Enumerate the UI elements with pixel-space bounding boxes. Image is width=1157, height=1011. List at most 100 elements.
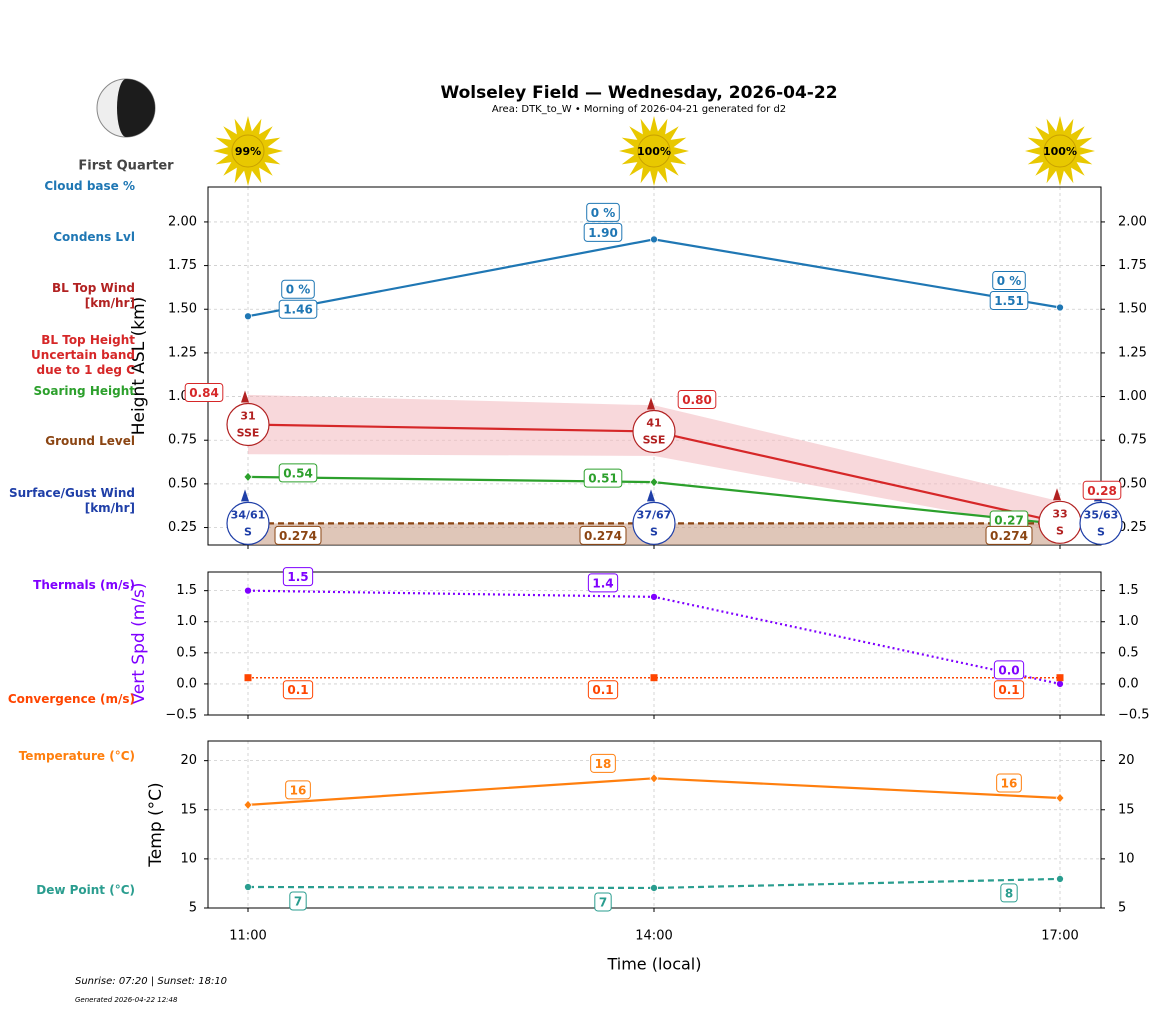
wind-circle bbox=[226, 501, 270, 545]
wind-speed: 33 bbox=[1052, 507, 1067, 520]
wind-arrow bbox=[647, 397, 655, 410]
y-tick-label: 1.75 bbox=[168, 258, 197, 273]
value-label: 0 % bbox=[286, 283, 311, 297]
value-label: 0 % bbox=[992, 270, 1026, 290]
value-label: 18 bbox=[590, 753, 616, 773]
value-label-box bbox=[285, 780, 311, 800]
y2-tick-label: 0.0 bbox=[1118, 676, 1139, 691]
generated: Generated 2026-04-22 12:48 bbox=[75, 996, 178, 1004]
point bbox=[649, 773, 659, 784]
value-label: 0.274 bbox=[579, 525, 627, 545]
wind-direction: S bbox=[1097, 525, 1105, 538]
point bbox=[650, 674, 658, 682]
value-label-box bbox=[996, 773, 1022, 793]
value-label: 1.51 bbox=[989, 290, 1029, 310]
value-label-box bbox=[583, 222, 623, 242]
line bbox=[247, 877, 1061, 890]
value-label: 1.4 bbox=[592, 576, 613, 590]
legend-label: Thermals (m/s) bbox=[33, 578, 135, 592]
legend-label: Soaring Height bbox=[33, 384, 136, 398]
value-label-box bbox=[1000, 883, 1018, 903]
value-label: 0.28 bbox=[1087, 484, 1117, 498]
value-label: 0 % bbox=[591, 206, 616, 220]
y-tick-label: 0.75 bbox=[168, 433, 197, 448]
y-tick-label: 2.00 bbox=[168, 214, 197, 229]
value-label: 0.1 bbox=[587, 680, 619, 700]
value-label: 0.274 bbox=[985, 525, 1033, 545]
y2-tick-label: 0.75 bbox=[1118, 433, 1147, 448]
value-label-box bbox=[587, 680, 619, 700]
value-label: 0.1 bbox=[998, 683, 1019, 697]
value-label: 16 bbox=[285, 780, 311, 800]
y-axis-title: Height ASL (km) bbox=[129, 297, 149, 436]
value-label-box bbox=[586, 202, 620, 222]
value-label: 7 bbox=[594, 892, 612, 912]
value-label: 0.1 bbox=[993, 680, 1025, 700]
legend-label: Ground Level bbox=[45, 434, 135, 448]
value-label: 0 % bbox=[281, 279, 315, 299]
value-label: 7 bbox=[289, 891, 307, 911]
point bbox=[1055, 792, 1065, 804]
value-label: 0.0 bbox=[993, 660, 1025, 680]
sun bbox=[637, 134, 671, 168]
point bbox=[243, 799, 253, 810]
y-tick-label: 0.25 bbox=[168, 520, 197, 535]
y2-tick-label: 0.5 bbox=[1118, 645, 1139, 660]
value-label: 1.51 bbox=[994, 294, 1024, 308]
value-label: 16 bbox=[290, 783, 307, 797]
y-tick-label: 0.5 bbox=[176, 645, 197, 660]
wind-speed: 31 bbox=[240, 410, 255, 423]
wind-direction: S bbox=[244, 525, 252, 538]
legend-label: BL Top Wind [km/hr] bbox=[51, 281, 135, 310]
value-label-box bbox=[677, 389, 717, 409]
y2-tick-label: 1.0 bbox=[1118, 614, 1139, 629]
wind-circle bbox=[632, 409, 676, 454]
moon-shadow bbox=[117, 79, 155, 137]
value-label: 0.84 bbox=[189, 386, 219, 400]
y2-tick-label: 2.00 bbox=[1118, 214, 1147, 229]
point bbox=[243, 471, 253, 482]
y-tick-label: 0.50 bbox=[168, 476, 197, 491]
value-label: 0.27 bbox=[989, 510, 1029, 530]
y-tick-label: 1.0 bbox=[176, 614, 197, 629]
y-tick-label: 0.0 bbox=[176, 676, 197, 691]
wind-speed: 35/63 bbox=[1084, 508, 1119, 521]
y2-tick-label: 1.75 bbox=[1118, 258, 1147, 273]
value-label-box bbox=[278, 463, 318, 483]
value-label: 0 % bbox=[586, 202, 620, 222]
value-label: 18 bbox=[595, 757, 612, 771]
point bbox=[649, 477, 659, 488]
value-label: 0.54 bbox=[278, 463, 318, 483]
wind-circle bbox=[1079, 501, 1123, 545]
legend-label: Surface/Gust Wind [km/hr] bbox=[9, 486, 135, 515]
value-label: 16 bbox=[996, 773, 1022, 793]
value-label-box bbox=[590, 753, 616, 773]
value-label-box bbox=[281, 279, 315, 299]
value-label-box bbox=[594, 892, 612, 912]
wind-speed: 34/61 bbox=[231, 508, 266, 521]
plot-frame bbox=[207, 571, 1102, 716]
wind-direction: S bbox=[650, 525, 658, 538]
value-label: 0.0 bbox=[998, 663, 1019, 677]
value-label-box bbox=[989, 290, 1029, 310]
y2-tick-label: 5 bbox=[1118, 901, 1126, 916]
point bbox=[650, 884, 658, 892]
value-label-box bbox=[993, 660, 1025, 680]
wind-arrow bbox=[647, 489, 655, 502]
value-label: 0.80 bbox=[677, 389, 717, 409]
sun-label: 100% bbox=[637, 145, 671, 158]
y-axis-title: Vert Spd (m/s) bbox=[129, 582, 149, 704]
value-label-box bbox=[289, 891, 307, 911]
y-axis-title: Temp (°C) bbox=[146, 782, 166, 867]
value-label-box bbox=[583, 468, 623, 488]
value-label-box bbox=[587, 573, 619, 593]
x-tick-label: 17:00 bbox=[1041, 929, 1078, 944]
value-label: 0.1 bbox=[287, 683, 308, 697]
value-label: 0.274 bbox=[584, 529, 622, 543]
value-label: 7 bbox=[599, 895, 607, 909]
y-tick-label: 1.5 bbox=[176, 583, 197, 598]
value-label: 16 bbox=[1001, 776, 1018, 790]
sun bbox=[1043, 134, 1077, 168]
point bbox=[650, 235, 658, 244]
